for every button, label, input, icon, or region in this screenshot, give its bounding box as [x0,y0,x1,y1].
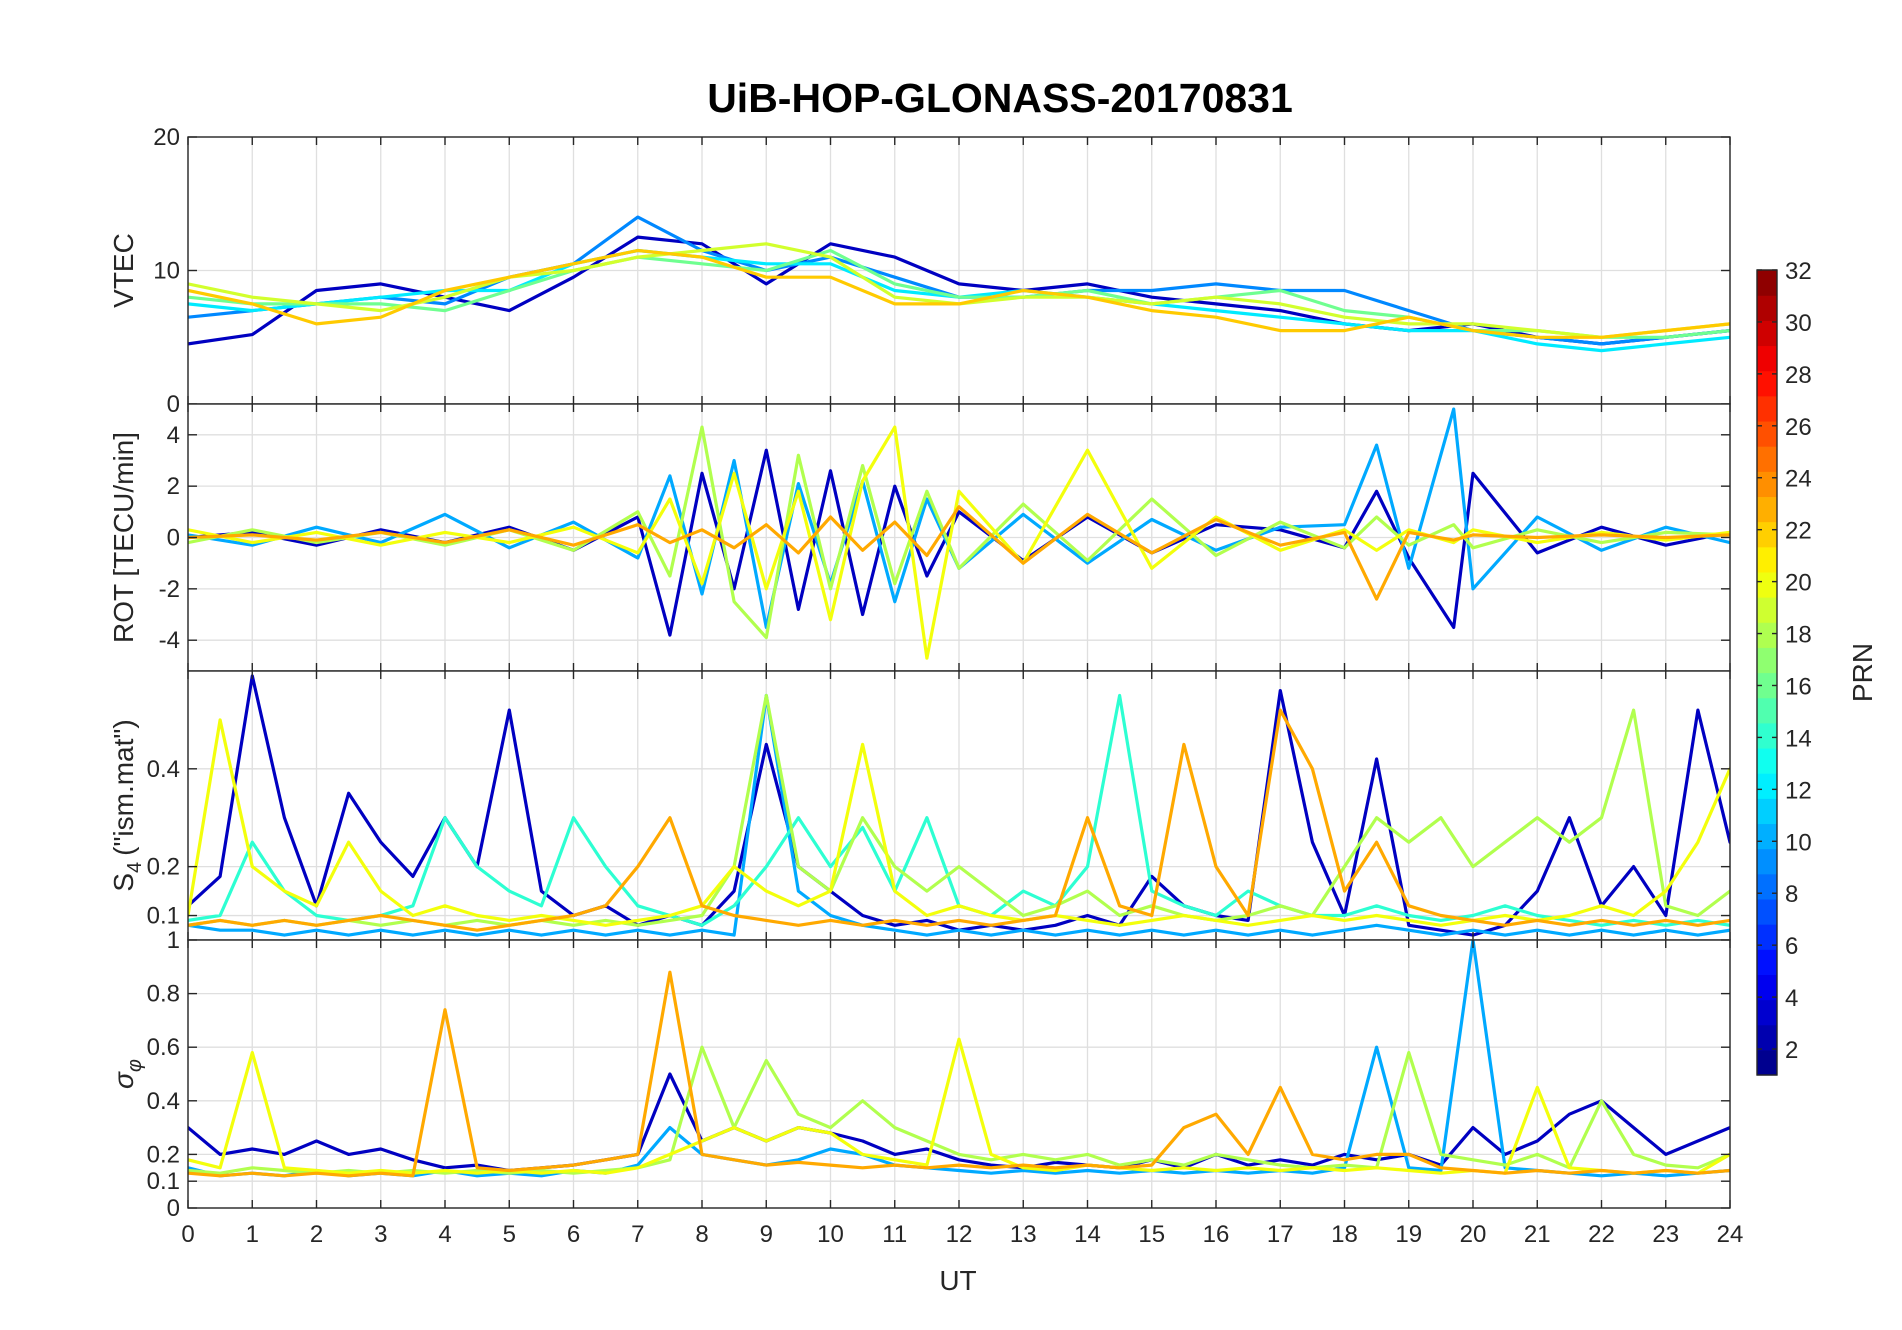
x-tick-label: 3 [374,1221,387,1248]
panel-rot: -4 -2 0 2 4 ROT [TECU/min] [108,403,1731,672]
x-tick-label: 20 [1460,1221,1487,1248]
colorbar-tick-label: 22 [1785,518,1812,545]
colorbar-frame [1756,269,1778,1076]
x-tick-label: 9 [760,1221,773,1248]
y-axis-label: VTEC [108,233,139,308]
y-tick-label: 0.4 [147,756,180,783]
series-prn-23 [188,505,1730,601]
series-prn-23 [188,970,1730,1178]
y-tick-label: 2 [167,473,180,500]
y-tick-label: 0.2 [147,854,180,881]
series-prn-22 [188,248,1730,339]
x-tick-label: 22 [1588,1221,1615,1248]
x-tick-label: 21 [1524,1221,1551,1248]
colorbar-tick-label: 18 [1785,622,1812,649]
series-prn-18 [188,1045,1730,1175]
x-tick-label: 0 [181,1221,194,1248]
y-tick-label: -2 [159,576,180,603]
x-tick-label: 2 [310,1221,323,1248]
series-prn-20 [188,425,1730,660]
x-tick-label: 16 [1203,1221,1230,1248]
y-tick-label: 0.1 [147,1168,180,1195]
series-prn-23 [188,708,1730,932]
y-tick-label: 20 [153,124,180,151]
colorbar-tick-label: 2 [1785,1037,1798,1064]
x-tick-label: 12 [946,1221,973,1248]
y-tick-label: -4 [159,627,180,654]
x-axis-label: UT [939,1265,976,1296]
y-tick-label: 10 [153,258,180,285]
x-tick-label: 23 [1652,1221,1679,1248]
x-tick-label: 7 [631,1221,644,1248]
colorbar-tick-label: 10 [1785,829,1812,856]
colorbar-tick-label: 4 [1785,985,1798,1012]
y-axis-label: S4("ism.mat") [108,719,146,891]
x-tick-label: 19 [1395,1221,1422,1248]
colorbar-tick-label: 30 [1785,310,1812,337]
x-tick-label: 24 [1717,1221,1744,1248]
y-tick-label: 0.8 [147,981,180,1008]
y-tick-label: 0.6 [147,1034,180,1061]
colorbar-tick-label: 14 [1785,725,1812,752]
x-tick-label: 5 [503,1221,516,1248]
chart-title: UiB-HOP-GLONASS-20170831 [707,75,1293,121]
colorbar-tick-label: 12 [1785,777,1812,804]
colorbar-tick-label: 8 [1785,881,1798,908]
y-axis-label: σφ [108,1059,146,1089]
x-tick-label: 1 [246,1221,259,1248]
series-prn-3 [188,1072,1730,1173]
colorbar-tick-label: 20 [1785,570,1812,597]
colorbar-tick-label: 32 [1785,258,1812,285]
panel-vtec: 0 10 20 VTEC [108,124,1731,418]
colorbar-tick-label: 26 [1785,414,1812,441]
x-tick-label: 15 [1138,1221,1165,1248]
y-tick-label: 1 [167,927,180,954]
colorbar-tick-label: 28 [1785,362,1812,389]
x-tick-label: 10 [817,1221,844,1248]
x-tick-label: 4 [438,1221,451,1248]
y-tick-label: 0.4 [147,1088,180,1115]
x-tick-label: 11 [882,1221,907,1248]
colorbar-tick-label: 16 [1785,673,1812,700]
y-tick-label: 4 [167,422,180,449]
y-tick-label: 0 [167,525,180,552]
x-tick-label: 14 [1074,1221,1101,1248]
x-tick-label: 18 [1331,1221,1358,1248]
colorbar-tick-label: 6 [1785,933,1798,960]
y-axis-label: ROT [TECU/min] [108,432,139,643]
y-tick-label: 0 [167,391,180,418]
y-tick-label: 0 [167,1195,180,1222]
colorbar-tick-label: 24 [1785,466,1812,493]
x-tick-label: 13 [1010,1221,1037,1248]
panel-s4: 0.1 0.2 0.4S4("ism.mat") [108,670,1731,941]
y-tick-label: 0.2 [147,1141,180,1168]
series-prn-10 [188,693,1730,937]
y-tick-label: 0.1 [147,903,180,930]
x-tick-label: 8 [695,1221,708,1248]
colorbar-label: PRN [1847,643,1878,702]
x-tick-label: 6 [567,1221,580,1248]
x-tick-label: 17 [1267,1221,1294,1248]
